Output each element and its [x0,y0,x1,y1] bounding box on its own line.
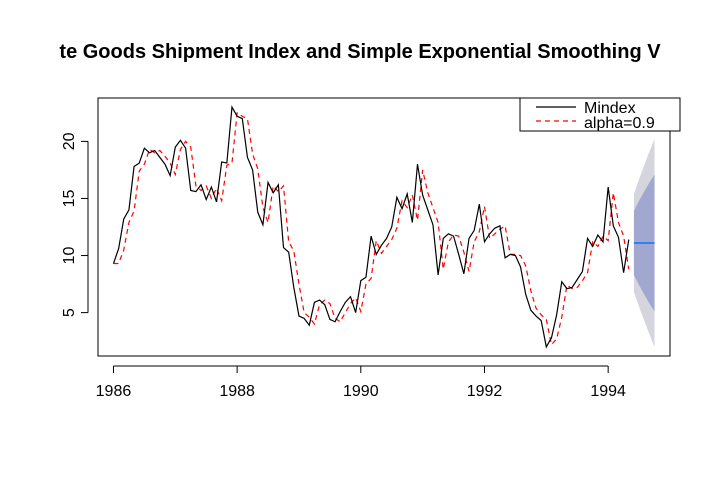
x-tick-label: 1990 [343,383,379,400]
fitted-series [113,111,630,346]
y-tick-label: 20 [61,132,78,150]
fitted-line [113,111,630,346]
plot-frame [97,97,671,357]
observed-line [112,105,630,349]
chart-title: te Goods Shipment Index and Simple Expon… [59,41,661,63]
x-tick-label: 1986 [96,383,132,400]
legend-box [519,97,681,132]
observed-series [112,105,630,349]
legend: Mindex alpha=0.9 [519,97,681,132]
y-axis: 5 10 15 20 [61,132,89,317]
legend-label-fitted: alpha=0.9 [584,115,655,132]
y-tick-label: 10 [61,247,78,265]
x-tick-label: 1988 [219,383,255,400]
x-tick-label: 1992 [467,383,503,400]
x-tick-label: 1994 [590,383,626,400]
x-axis: 1986 1988 1990 1992 1994 [96,365,626,400]
y-tick-label: 5 [61,308,78,317]
y-tick-label: 15 [61,189,78,207]
legend-label-mindex: Mindex [584,100,636,117]
